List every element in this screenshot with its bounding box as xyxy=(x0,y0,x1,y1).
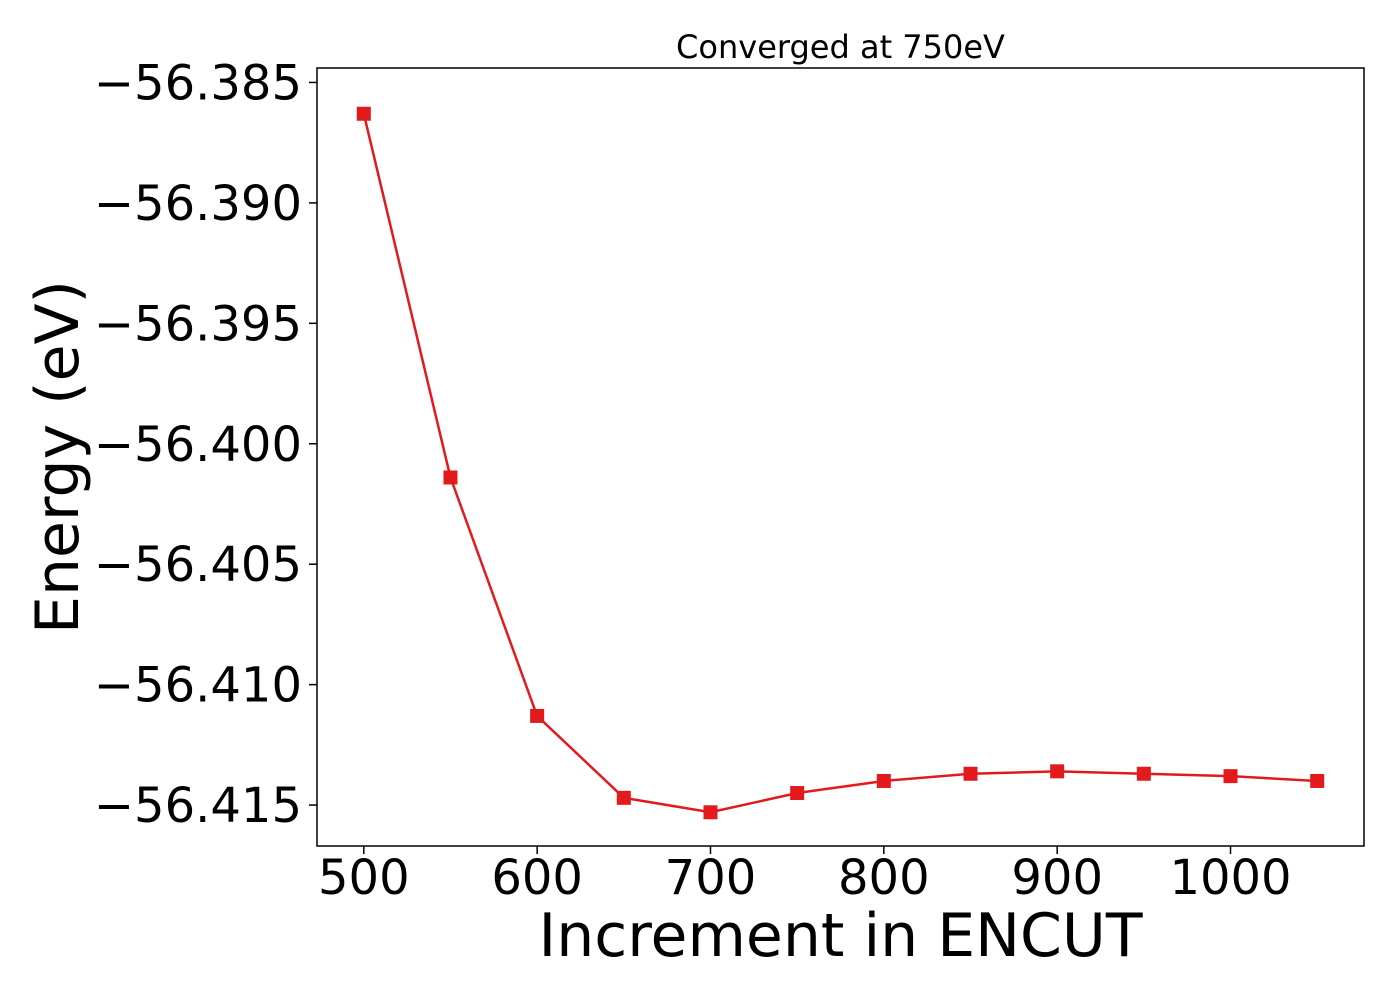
series-line xyxy=(362,113,1318,814)
x-tick-label: 500 xyxy=(318,850,410,906)
y-tick-label: −56.405 xyxy=(94,537,302,593)
data-point-marker xyxy=(703,805,718,820)
data-point-marker xyxy=(963,766,978,781)
y-tick-label: −56.400 xyxy=(94,417,302,473)
y-tick-label: −56.390 xyxy=(94,176,302,232)
chart-title: Converged at 750eV xyxy=(676,28,1005,66)
data-point-marker xyxy=(876,773,891,788)
data-point-marker xyxy=(616,790,631,805)
data-point-marker xyxy=(530,708,545,723)
x-tick-label: 700 xyxy=(665,850,757,906)
x-tick-label: 800 xyxy=(838,850,930,906)
data-point-marker xyxy=(1136,766,1151,781)
data-series xyxy=(356,106,1325,820)
y-tick-label: −56.395 xyxy=(94,296,302,352)
data-point-marker xyxy=(1310,773,1325,788)
x-tick-label: 1000 xyxy=(1169,850,1291,906)
y-tick-label: −56.415 xyxy=(94,778,302,834)
data-point-marker xyxy=(443,470,458,485)
data-point-marker xyxy=(356,106,371,121)
data-point-marker xyxy=(1223,769,1238,784)
x-tick-label: 600 xyxy=(491,850,583,906)
y-tick-label: −56.385 xyxy=(94,55,302,111)
data-point-marker xyxy=(790,786,805,801)
data-point-marker xyxy=(1050,764,1065,779)
x-axis-label: Increment in ENCUT xyxy=(539,901,1143,971)
y-axis-label: Energy (eV) xyxy=(23,280,93,634)
x-tick-label: 900 xyxy=(1011,850,1103,906)
plot-area xyxy=(316,67,1365,847)
y-axis-ticks: −56.385 −56.390 −56.395 −56.400 −56.405 −56.4… xyxy=(94,55,317,834)
y-tick-label: −56.410 xyxy=(94,658,302,714)
x-axis-ticks: 500 600 700 800 900 1000 xyxy=(318,846,1292,906)
